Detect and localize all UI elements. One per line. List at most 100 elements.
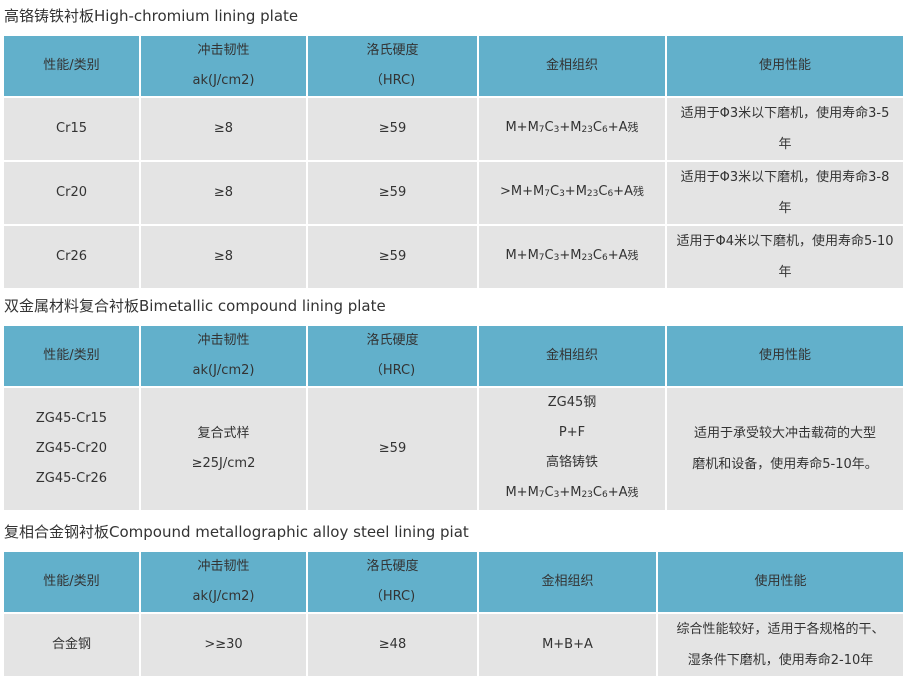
header-usage: 使用性能 xyxy=(658,552,903,612)
section-title: 双金属材料复合衬板Bimetallic compound lining plat… xyxy=(4,297,386,315)
formula-part: 残 xyxy=(627,121,639,134)
high-chromium-table: 性能/类别 冲击韧性 ak(J/cm2) 洛氏硬度 （HRC) 金相组织 使用性能 … xyxy=(2,34,905,290)
type-line: ZG45-Cr15 xyxy=(35,411,108,426)
impact-line: ≥25J/cm2 xyxy=(191,456,256,471)
cell-hrc: ≥59 xyxy=(308,388,477,510)
formula-subscript: 3 xyxy=(553,125,560,135)
header-structure: 金相组织 xyxy=(479,326,665,386)
usage-line: 年 xyxy=(778,137,792,152)
cell-structure: M+M7C3+M23C6+A残 xyxy=(479,98,665,160)
formula-part: 残 xyxy=(627,249,639,262)
table-row: Cr15 ≥8 ≥59 M+M7C3+M23C6+A残 适用于Φ3米以下磨机，使… xyxy=(4,98,903,160)
header-type: 性能/类别 xyxy=(4,36,139,96)
cell-hrc: ≥48 xyxy=(308,614,477,676)
formula-part: +M xyxy=(559,248,582,263)
header-type: 性能/类别 xyxy=(4,326,139,386)
formula-subscript: 7 xyxy=(544,189,550,199)
usage-line: 适用于Φ4米以下磨机，使用寿命5-10 xyxy=(676,234,894,249)
header-row: 性能/类别 冲击韧性 ak(J/cm2) 洛氏硬度 （HRC) 金相组织 使用性能 xyxy=(4,326,903,386)
cell-usage: 适用于Φ4米以下磨机，使用寿命5-10 年 xyxy=(667,226,903,288)
alloy-steel-table: 性能/类别 冲击韧性 ak(J/cm2) 洛氏硬度 （HRC) 金相组织 使用性能 … xyxy=(2,550,905,678)
structure-line: P+F xyxy=(558,425,586,440)
usage-line: 综合性能较好，适用于各规格的干、 xyxy=(676,622,885,637)
formula-subscript: 6 xyxy=(601,125,608,135)
formula-subscript: 3 xyxy=(553,253,560,263)
formula-part: +M xyxy=(564,184,587,199)
cell-usage: 适用于Φ3米以下磨机，使用寿命3-8 年 xyxy=(667,162,903,224)
formula-part: M+M xyxy=(505,120,539,135)
table-row: ZG45-Cr15 ZG45-Cr20 ZG45-Cr26 复合式样 ≥25J/cm2… xyxy=(4,388,903,510)
formula-part: C xyxy=(544,248,554,263)
formula-prefix: > xyxy=(500,184,511,199)
formula-part: 残 xyxy=(632,185,644,198)
formula-subscript: 23 xyxy=(581,253,593,263)
formula-part: C xyxy=(592,248,602,263)
impact-line: 复合式样 xyxy=(197,426,250,441)
formula-part: +M xyxy=(559,485,582,500)
usage-line: 磨机和设备，使用寿命5-10年。 xyxy=(692,457,878,472)
formula-subscript: 7 xyxy=(538,490,545,500)
formula-part: +A xyxy=(607,248,628,263)
header-row: 性能/类别 冲击韧性 ak(J/cm2) 洛氏硬度 （HRC) 金相组织 使用性能 xyxy=(4,36,903,96)
section-title: 高铬铸铁衬板High-chromium lining plate xyxy=(4,7,299,25)
formula-subscript: 7 xyxy=(538,253,545,263)
formula-part: 残 xyxy=(627,486,639,499)
type-line: ZG45-Cr26 xyxy=(35,471,108,486)
structure-line: 高铬铸铁 xyxy=(545,455,598,470)
formula-part: M+M xyxy=(510,184,545,199)
formula-part: C xyxy=(544,120,554,135)
formula: M+M7C3+M23C6+A残 xyxy=(511,184,644,199)
formula-subscript: 23 xyxy=(586,189,599,199)
formula-subscript: 3 xyxy=(559,189,565,199)
formula-part: C xyxy=(598,184,608,199)
usage-line: 适用于承受较大冲击载荷的大型 xyxy=(693,426,876,441)
usage-line: 适用于Φ3米以下磨机，使用寿命3-5 xyxy=(680,106,890,121)
header-text: 洛氏硬度 xyxy=(366,559,419,574)
formula-part: C xyxy=(549,184,560,199)
header-usage: 使用性能 xyxy=(667,326,903,386)
cell-structure: >M+M7C3+M23C6+A残 xyxy=(479,162,665,224)
header-text: ak(J/cm2) xyxy=(192,589,255,604)
table-row: Cr20 ≥8 ≥59 >M+M7C3+M23C6+A残 适用于Φ3米以下磨机，… xyxy=(4,162,903,224)
cell-hrc: ≥59 xyxy=(308,98,477,160)
cell-type: Cr15 xyxy=(4,98,139,160)
formula-subscript: 6 xyxy=(601,490,608,500)
cell-impact: ≥8 xyxy=(141,162,306,224)
header-structure: 金相组织 xyxy=(479,552,656,612)
bimetallic-table: 性能/类别 冲击韧性 ak(J/cm2) 洛氏硬度 （HRC) 金相组织 使用性能 … xyxy=(2,324,905,512)
section-title: 复相合金钢衬板Compound metallographic alloy ste… xyxy=(4,523,469,541)
usage-line: 年 xyxy=(778,265,792,280)
cell-usage: 综合性能较好，适用于各规格的干、 湿条件下磨机，使用寿命2-10年 xyxy=(658,614,903,676)
header-row: 性能/类别 冲击韧性 ak(J/cm2) 洛氏硬度 （HRC) 金相组织 使用性能 xyxy=(4,552,903,612)
formula: M+M7C3+M23C6+A残 xyxy=(481,478,663,510)
formula-part: +A xyxy=(607,120,628,135)
formula-subscript: 23 xyxy=(581,125,593,135)
cell-type: Cr26 xyxy=(4,226,139,288)
cell-impact: ≥8 xyxy=(141,98,306,160)
formula-part: +A xyxy=(613,184,633,199)
usage-line: 湿条件下磨机，使用寿命2-10年 xyxy=(687,653,874,668)
cell-hrc: ≥59 xyxy=(308,162,477,224)
header-text: 洛氏硬度 xyxy=(366,333,419,348)
type-line: ZG45-Cr20 xyxy=(35,441,108,456)
header-impact: 冲击韧性 ak(J/cm2) xyxy=(141,36,306,96)
usage-line: 年 xyxy=(778,201,792,216)
formula-part: M+M xyxy=(505,485,539,500)
formula-subscript: 3 xyxy=(553,490,560,500)
header-hrc: 洛氏硬度 （HRC) xyxy=(308,36,477,96)
formula: M+M7C3+M23C6+A残 xyxy=(505,120,638,135)
header-text: 冲击韧性 xyxy=(197,333,250,348)
formula-subscript: 7 xyxy=(538,125,545,135)
formula-part: +M xyxy=(559,120,582,135)
header-text: ak(J/cm2) xyxy=(192,363,255,378)
formula-part: C xyxy=(592,485,602,500)
cell-impact: 复合式样 ≥25J/cm2 xyxy=(141,388,306,510)
header-hrc: 洛氏硬度 （HRC) xyxy=(308,326,477,386)
header-impact: 冲击韧性 ak(J/cm2) xyxy=(141,326,306,386)
header-type: 性能/类别 xyxy=(4,552,139,612)
table-row: 合金钢 >≥30 ≥48 M+B+A 综合性能较好，适用于各规格的干、 湿条件下磨… xyxy=(4,614,903,676)
cell-usage: 适用于Φ3米以下磨机，使用寿命3-5 年 xyxy=(667,98,903,160)
header-impact: 冲击韧性 ak(J/cm2) xyxy=(141,552,306,612)
structure-line: ZG45钢 xyxy=(547,395,597,410)
cell-structure: M+B+A xyxy=(479,614,656,676)
